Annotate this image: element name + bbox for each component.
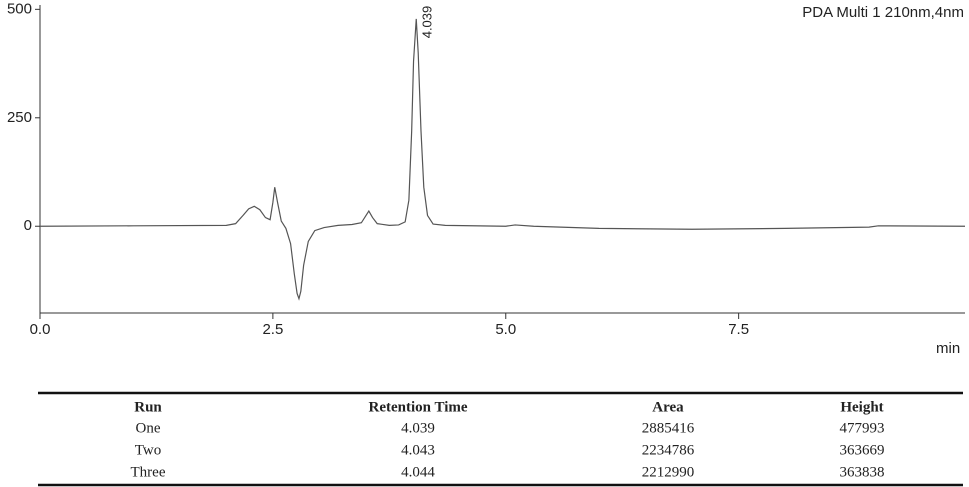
x-tick-label: 2.5 [262, 321, 283, 338]
table-cell: Three [131, 464, 166, 480]
x-tick-label: 0.0 [30, 321, 51, 338]
table-cell: 4.039 [401, 420, 435, 436]
table-cell: 2212990 [642, 464, 695, 480]
x-tick-label: 7.5 [728, 321, 749, 338]
table-cell: Two [135, 442, 161, 458]
peak-label: 4.039 [420, 6, 435, 39]
table-header: Run [134, 399, 162, 415]
y-tick-label: 500 [7, 0, 32, 17]
channel-label: PDA Multi 1 210nm,4nm [802, 4, 964, 21]
table-cell: 2234786 [642, 442, 695, 458]
chromatogram-line [39, 18, 966, 301]
table-header: Retention Time [368, 399, 467, 415]
table-cell: 4.043 [401, 442, 435, 458]
table-cell: 477993 [840, 420, 885, 436]
table-cell: 4.044 [401, 464, 435, 480]
table-cell: One [136, 420, 161, 436]
table-cell: 363669 [840, 442, 885, 458]
y-tick-label: 0 [24, 217, 32, 234]
table-header: Height [840, 399, 883, 415]
table-cell: 2885416 [642, 420, 695, 436]
x-tick-label: 5.0 [495, 321, 516, 338]
x-axis-label: min [936, 340, 960, 357]
table-header: Area [652, 399, 684, 415]
table-cell: 363838 [840, 464, 885, 480]
y-tick-label: 250 [7, 109, 32, 126]
